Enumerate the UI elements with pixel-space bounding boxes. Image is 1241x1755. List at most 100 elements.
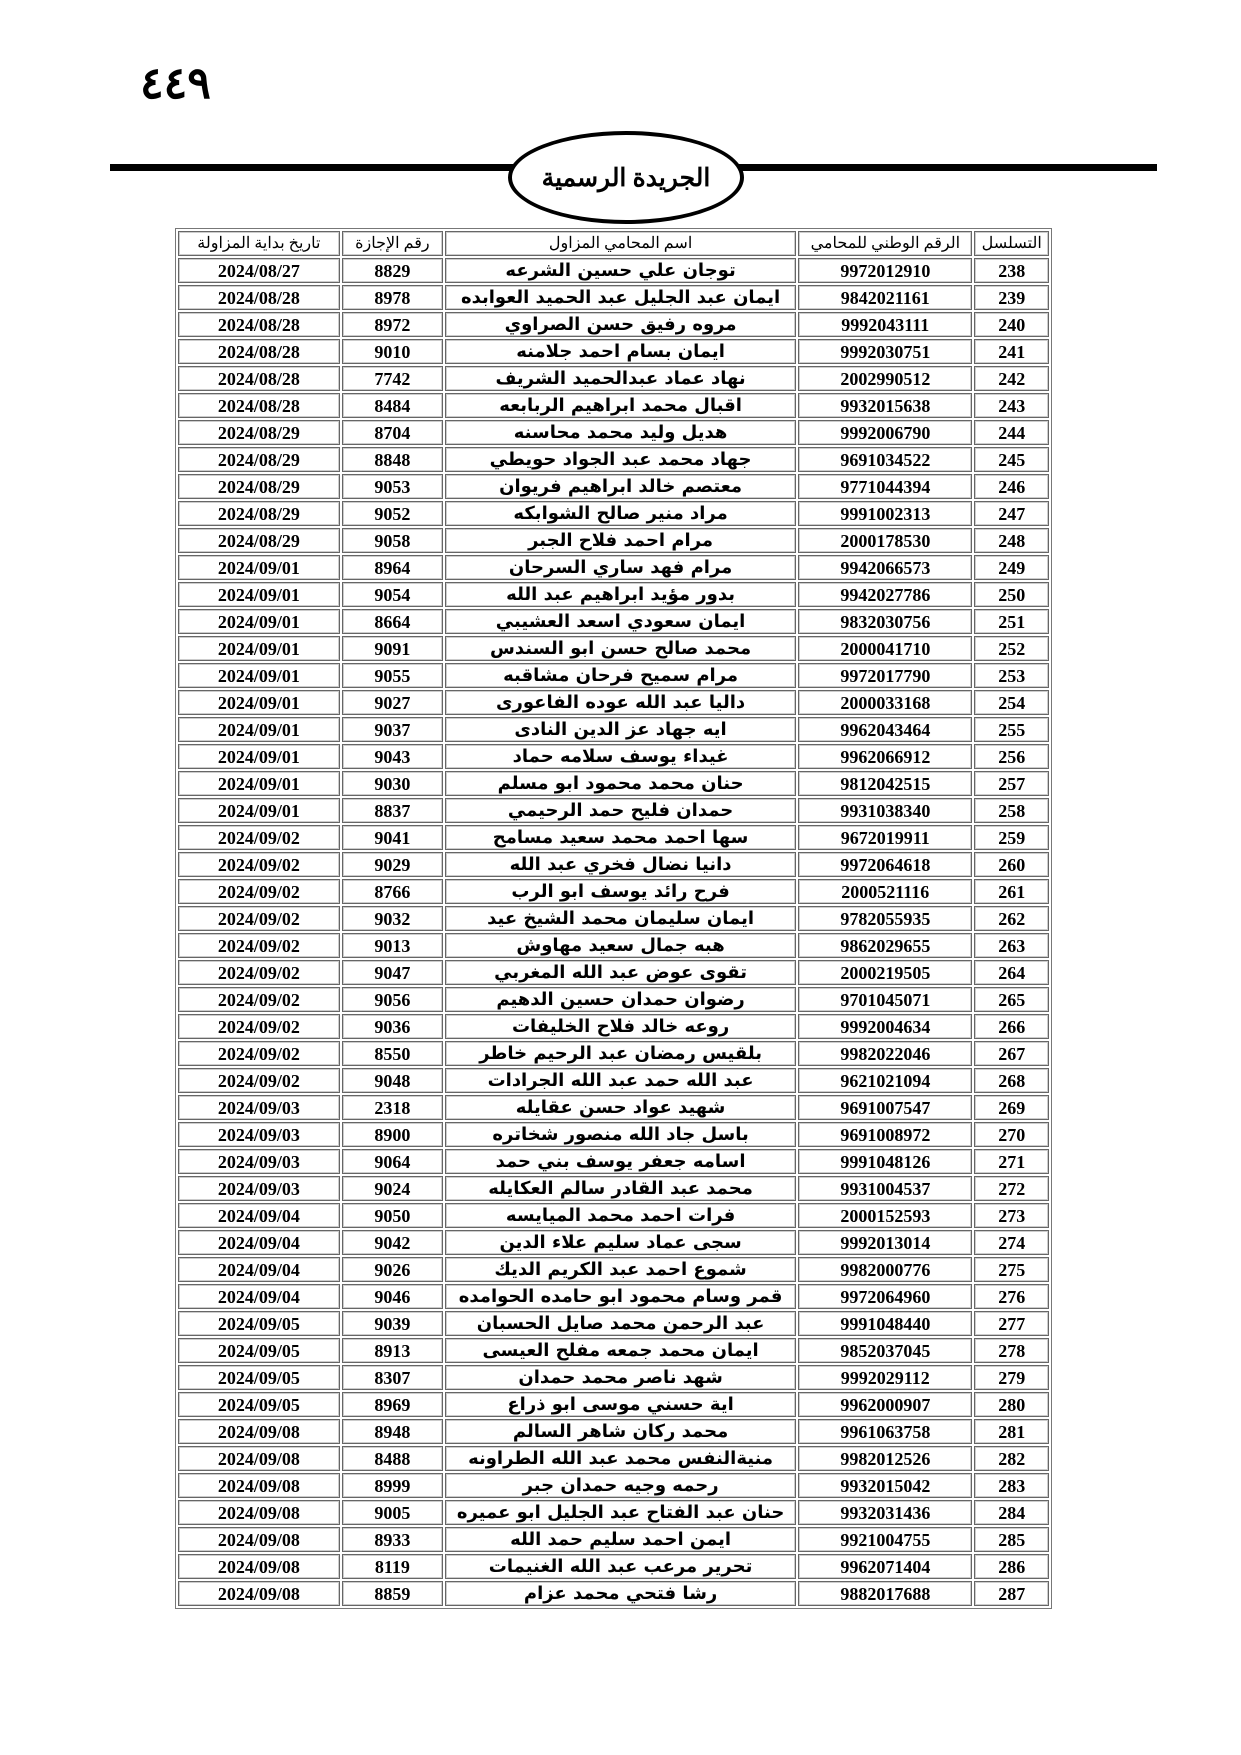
cell-lawyer-name: مراد منير صالح الشوابكه: [444, 501, 797, 526]
cell-national-id: 9992043111: [798, 312, 973, 337]
cell-national-id: 9931004537: [798, 1176, 973, 1201]
cell-sequence: 270: [974, 1122, 1049, 1147]
cell-license-number: 8900: [341, 1122, 443, 1147]
cell-lawyer-name: نهاد عماد عبدالحميد الشريف: [444, 366, 797, 391]
cell-sequence: 280: [974, 1392, 1049, 1417]
cell-national-id: 2000033168: [798, 690, 973, 715]
table-row: 272 9931004537 محمد عبد القادر سالم العكاي…: [178, 1176, 1049, 1201]
cell-start-date: 2024/09/05: [178, 1392, 340, 1417]
cell-license-number: 8307: [341, 1365, 443, 1390]
cell-lawyer-name: هبه جمال سعيد مهاوش: [444, 933, 797, 958]
table-row: 254 2000033168 داليا عبد الله عوده الفاعور…: [178, 690, 1049, 715]
cell-lawyer-name: دانيا نضال فخري عبد الله: [444, 852, 797, 877]
cell-start-date: 2024/08/28: [178, 339, 340, 364]
cell-license-number: 9027: [341, 690, 443, 715]
cell-start-date: 2024/09/08: [178, 1473, 340, 1498]
cell-national-id: 9862029655: [798, 933, 973, 958]
cell-start-date: 2024/09/05: [178, 1311, 340, 1336]
cell-lawyer-name: ايمان بسام احمد جلامنه: [444, 339, 797, 364]
cell-national-id: 9982022046: [798, 1041, 973, 1066]
cell-national-id: 9701045071: [798, 987, 973, 1012]
cell-sequence: 266: [974, 1014, 1049, 1039]
cell-lawyer-name: حنان عبد الفتاح عبد الجليل ابو عميره: [444, 1500, 797, 1525]
cell-lawyer-name: جهاد محمد عبد الجواد حويطي: [444, 447, 797, 472]
cell-start-date: 2024/09/08: [178, 1527, 340, 1552]
cell-sequence: 279: [974, 1365, 1049, 1390]
cell-sequence: 252: [974, 636, 1049, 661]
cell-lawyer-name: محمد ركان شاهر السالم: [444, 1419, 797, 1444]
cell-national-id: 9991002313: [798, 501, 973, 526]
cell-national-id: 9972017790: [798, 663, 973, 688]
cell-national-id: 9982000776: [798, 1257, 973, 1282]
table-row: 243 9932015638 اقبال محمد ابراهيم الربابعه…: [178, 393, 1049, 418]
table-row: 259 9672019911 سها احمد محمد سعيد مسامح 904…: [178, 825, 1049, 850]
table-row: 281 9961063758 محمد ركان شاهر السالم 8948 20…: [178, 1419, 1049, 1444]
cell-lawyer-name: تحرير مرعب عبد الله الغنيمات: [444, 1554, 797, 1579]
cell-sequence: 284: [974, 1500, 1049, 1525]
cell-national-id: 9942027786: [798, 582, 973, 607]
cell-national-id: 9691008972: [798, 1122, 973, 1147]
cell-sequence: 286: [974, 1554, 1049, 1579]
cell-national-id: 9932015042: [798, 1473, 973, 1498]
cell-national-id: 9991048440: [798, 1311, 973, 1336]
cell-national-id: 2000178530: [798, 528, 973, 553]
cell-lawyer-name: حمدان فليح حمد الرحيمي: [444, 798, 797, 823]
table-row: 241 9992030751 ايمان بسام احمد جلامنه 9010 2…: [178, 339, 1049, 364]
header-oval: الجريدة الرسمية: [508, 131, 744, 224]
table-row: 246 9771044394 معتصم خالد ابراهيم فريوان 90…: [178, 474, 1049, 499]
cell-license-number: 9036: [341, 1014, 443, 1039]
cell-national-id: 9832030756: [798, 609, 973, 634]
cell-license-number: 9054: [341, 582, 443, 607]
cell-license-number: 7742: [341, 366, 443, 391]
cell-sequence: 278: [974, 1338, 1049, 1363]
cell-start-date: 2024/08/29: [178, 447, 340, 472]
cell-lawyer-name: بدور مؤيد ابراهيم عبد الله: [444, 582, 797, 607]
cell-national-id: 9961063758: [798, 1419, 973, 1444]
cell-sequence: 274: [974, 1230, 1049, 1255]
cell-start-date: 2024/09/02: [178, 879, 340, 904]
cell-start-date: 2024/08/29: [178, 528, 340, 553]
cell-lawyer-name: رضوان حمدان حسين الدهيم: [444, 987, 797, 1012]
cell-license-number: 8978: [341, 285, 443, 310]
table-row: 287 9882017688 رشا فتحي محمد عزام 8859 2024/…: [178, 1581, 1049, 1606]
cell-national-id: 9691034522: [798, 447, 973, 472]
cell-sequence: 240: [974, 312, 1049, 337]
cell-start-date: 2024/09/02: [178, 1068, 340, 1093]
header-col-sequence: التسلسل: [974, 231, 1049, 256]
table-row: 248 2000178530 مرام احمد فلاح الجبر 9058 202…: [178, 528, 1049, 553]
table-row: 244 9992006790 هديل وليد محمد محاسنه 8704 20…: [178, 420, 1049, 445]
cell-national-id: 9691007547: [798, 1095, 973, 1120]
table-row: 250 9942027786 بدور مؤيد ابراهيم عبد الله 9…: [178, 582, 1049, 607]
cell-sequence: 249: [974, 555, 1049, 580]
cell-lawyer-name: ايمن احمد سليم حمد الله: [444, 1527, 797, 1552]
cell-sequence: 257: [974, 771, 1049, 796]
cell-start-date: 2024/09/01: [178, 582, 340, 607]
cell-start-date: 2024/08/27: [178, 258, 340, 283]
cell-lawyer-name: تقوى عوض عبد الله المغربي: [444, 960, 797, 985]
cell-lawyer-name: شهد ناصر محمد حمدان: [444, 1365, 797, 1390]
cell-start-date: 2024/09/04: [178, 1257, 340, 1282]
cell-start-date: 2024/09/02: [178, 987, 340, 1012]
cell-start-date: 2024/09/08: [178, 1554, 340, 1579]
cell-sequence: 245: [974, 447, 1049, 472]
cell-lawyer-name: مرام احمد فلاح الجبر: [444, 528, 797, 553]
cell-sequence: 267: [974, 1041, 1049, 1066]
header-col-national-id: الرقم الوطني للمحامي: [798, 231, 973, 256]
cell-sequence: 243: [974, 393, 1049, 418]
table-row: 258 9931038340 حمدان فليح حمد الرحيمي 8837 2…: [178, 798, 1049, 823]
table-row: 282 9982012526 منيةالنفس محمد عبد الله الط…: [178, 1446, 1049, 1471]
cell-sequence: 263: [974, 933, 1049, 958]
cell-license-number: 9032: [341, 906, 443, 931]
cell-national-id: 9942066573: [798, 555, 973, 580]
cell-license-number: 8964: [341, 555, 443, 580]
cell-start-date: 2024/09/03: [178, 1149, 340, 1174]
cell-national-id: 9962071404: [798, 1554, 973, 1579]
header-col-start-date: تاريخ بداية المزاولة: [178, 231, 340, 256]
cell-lawyer-name: مرام سميح فرحان مشاقبه: [444, 663, 797, 688]
cell-license-number: 9042: [341, 1230, 443, 1255]
cell-lawyer-name: روعه خالد فلاح الخليفات: [444, 1014, 797, 1039]
cell-lawyer-name: عبد الرحمن محمد صايل الحسبان: [444, 1311, 797, 1336]
table-row: 263 9862029655 هبه جمال سعيد مهاوش 9013 2024…: [178, 933, 1049, 958]
cell-start-date: 2024/09/08: [178, 1446, 340, 1471]
cell-license-number: 8488: [341, 1446, 443, 1471]
